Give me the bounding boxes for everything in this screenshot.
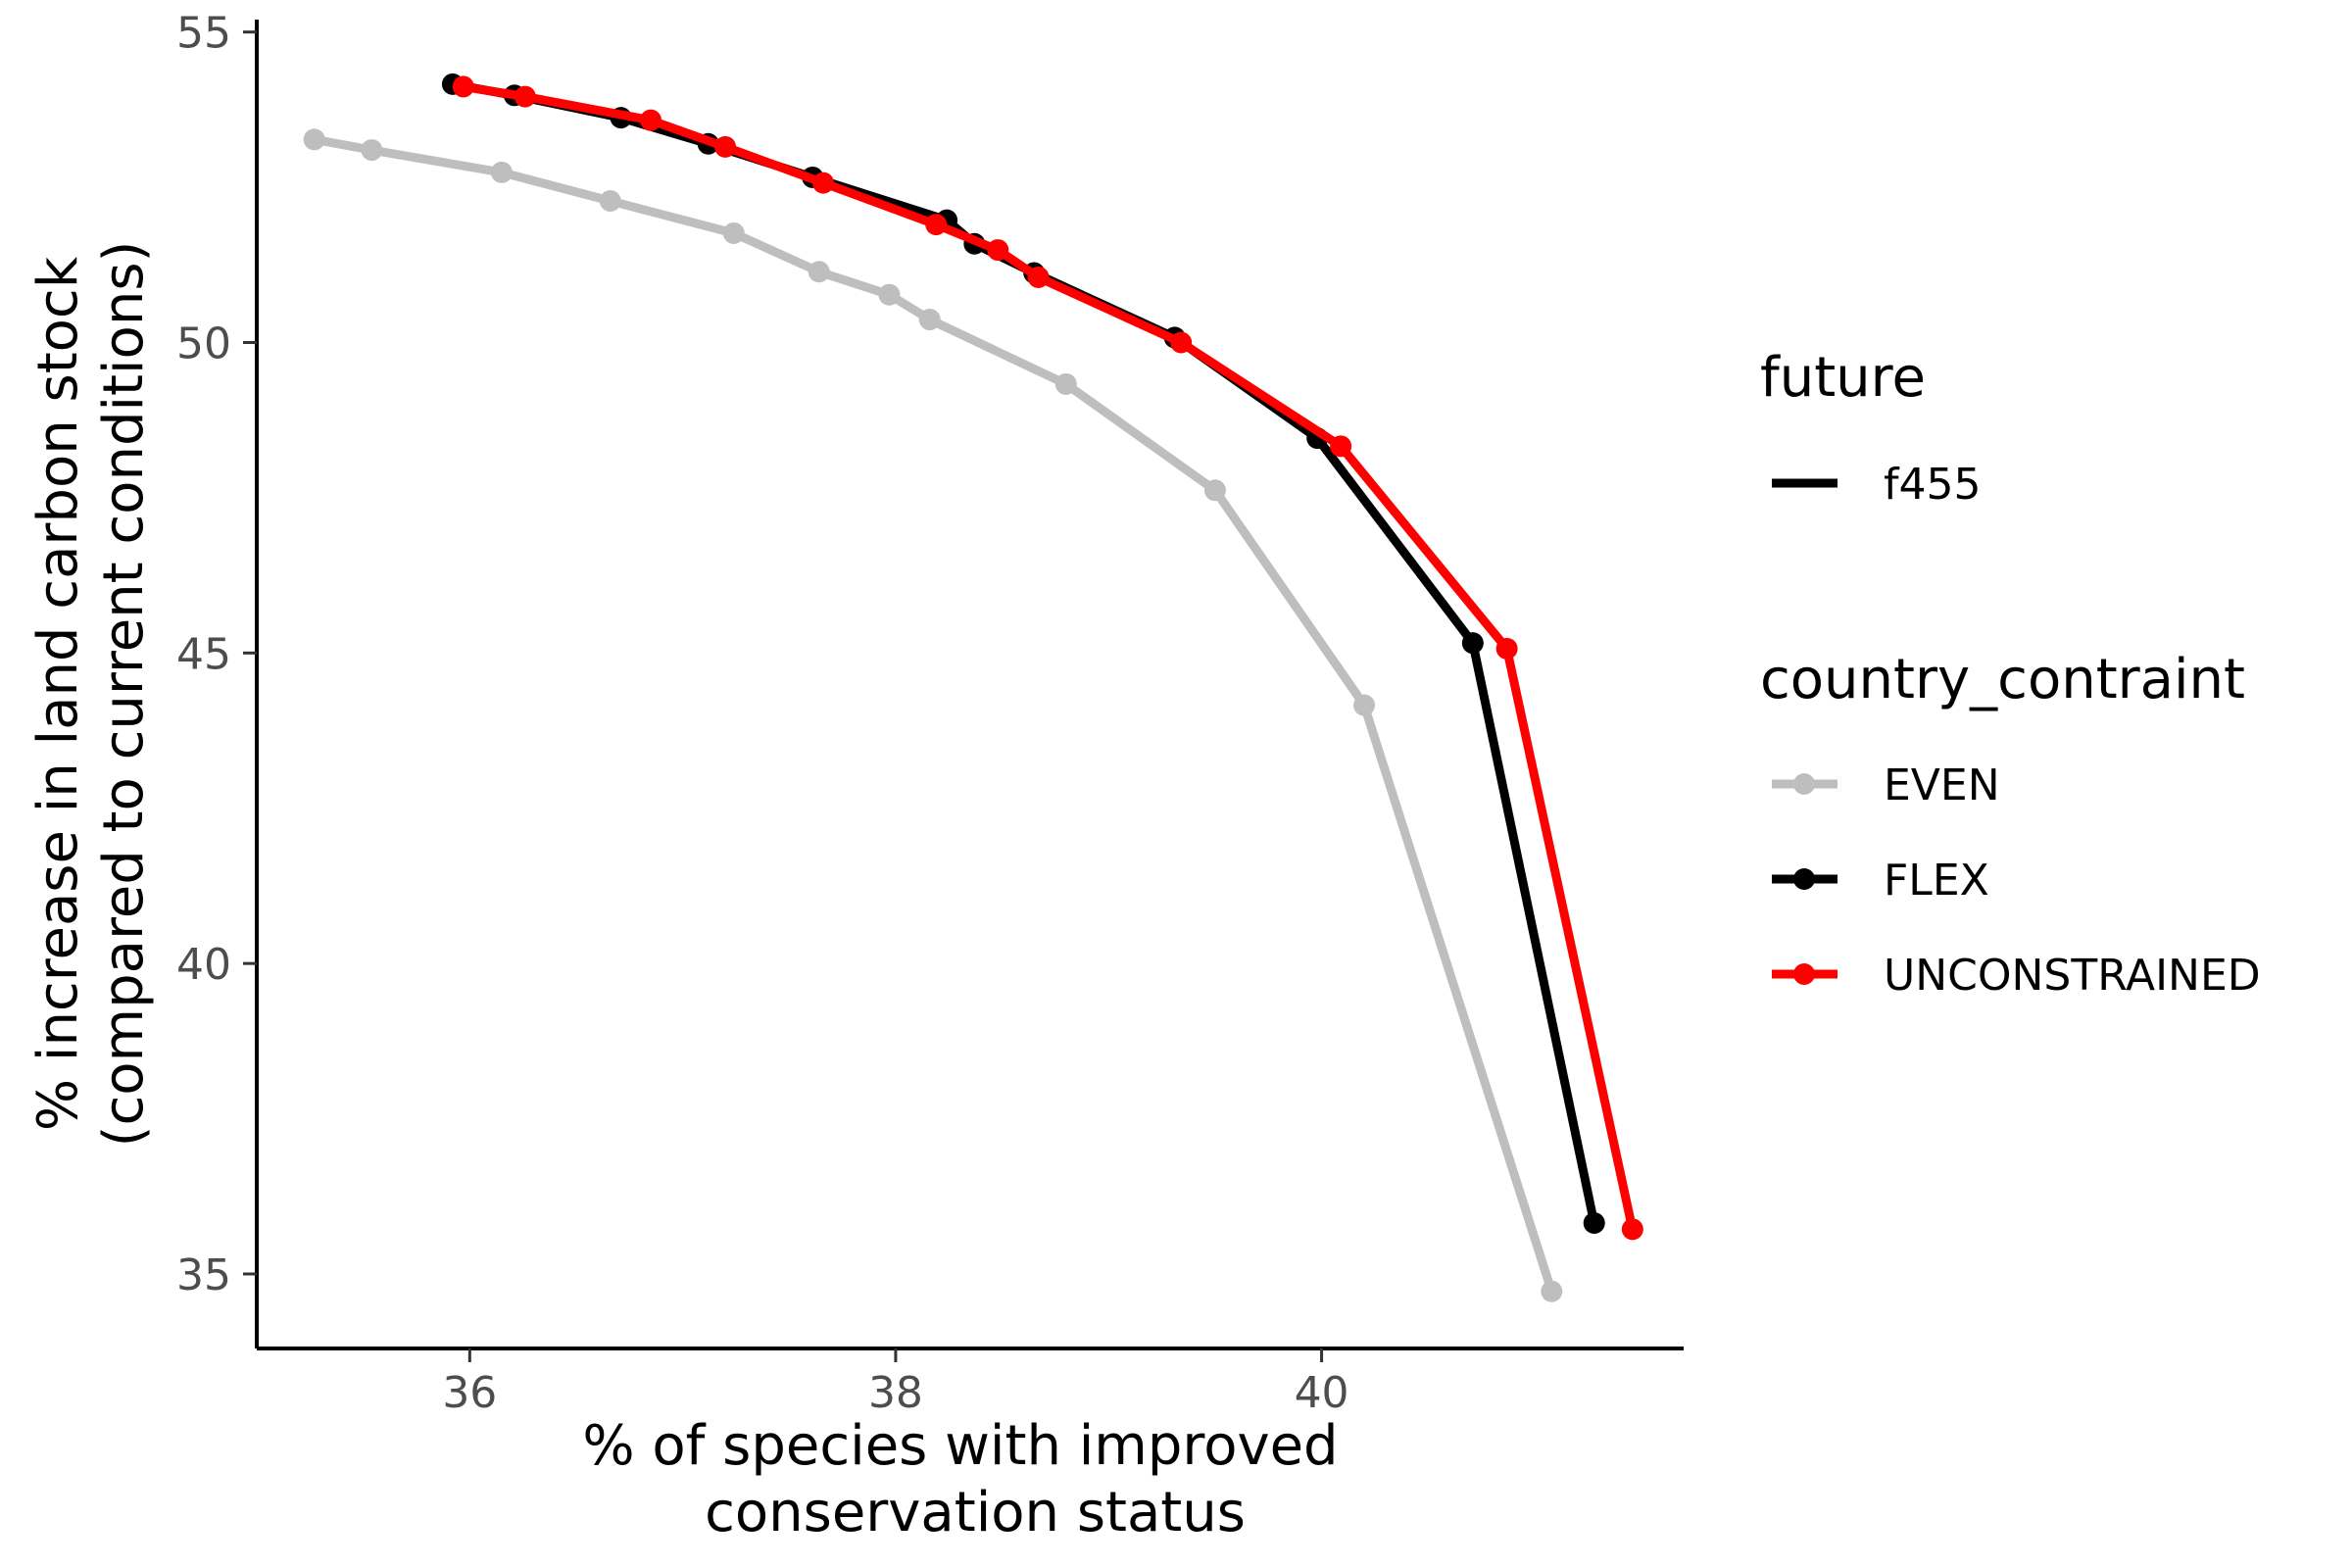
x-tick-label-36: 36 [442,1368,497,1418]
data-point-unconstrained-1 [514,85,536,108]
data-point-even-8 [1054,372,1077,395]
x-tick-label-38: 38 [868,1368,923,1418]
legend-label-even: EVEN [1884,760,2000,810]
data-point-unconstrained-2 [640,109,662,131]
data-point-unconstrained-9 [1330,435,1352,458]
data-point-even-7 [918,309,941,331]
legend-title-country-contraint: country_contraint [1760,648,2245,711]
legend-key-even-point [1793,773,1815,795]
series-line-flex [452,79,1599,1224]
data-point-unconstrained-6 [987,239,1009,262]
data-point-unconstrained-3 [714,135,737,158]
series-unconstrained [452,75,1643,1241]
y-tick-label-40: 40 [176,940,231,990]
x-axis-label-line-2: conservation status [705,1481,1246,1544]
data-point-even-11 [1541,1280,1563,1302]
legend-label-flex: FLEX [1884,856,1989,906]
data-point-unconstrained-5 [925,214,948,236]
legend: future f455 country_contraint EVEN FLEX … [1760,346,2261,1001]
legend-title-future: future [1760,346,1926,410]
data-point-unconstrained-10 [1495,637,1518,660]
data-point-unconstrained-4 [812,172,835,194]
legend-label-unconstrained: UNCONSTRAINED [1884,951,2261,1001]
data-point-unconstrained-11 [1621,1218,1643,1241]
y-tick-label-55: 55 [176,9,231,59]
data-point-even-3 [599,190,621,213]
data-point-even-0 [303,128,325,151]
axes-layer [255,20,1684,1350]
y-axis-label-line-1: % increase in land carbon stock [26,256,90,1131]
legend-label-f455: f455 [1884,460,1981,510]
series-line-unconstrained [463,81,1638,1231]
data-point-flex-10 [1461,632,1484,655]
data-point-even-9 [1203,479,1226,502]
y-tick-label-35: 35 [176,1250,231,1300]
y-axis-label-line-2: (compared to current conditions) [92,241,156,1148]
y-tick-label-50: 50 [176,318,231,368]
series-layer [303,73,1643,1302]
x-axis-label-line-1: % of species with improved [582,1414,1338,1478]
data-point-even-2 [490,161,513,183]
data-point-unconstrained-0 [452,75,474,98]
data-point-flex-11 [1583,1212,1605,1235]
series-even [303,128,1563,1302]
data-point-even-6 [878,283,901,306]
series-flex [441,73,1605,1235]
ticks-layer: 36 38 40 35 40 45 50 55 [176,9,1349,1418]
series-line-even [313,134,1556,1294]
data-point-even-10 [1353,694,1376,716]
data-point-unconstrained-7 [1027,266,1050,288]
data-point-even-4 [722,221,745,244]
data-point-even-1 [361,139,383,162]
data-point-even-5 [808,261,830,283]
data-point-unconstrained-8 [1170,331,1193,354]
y-tick-label-45: 45 [176,629,231,679]
legend-key-unconstrained-point [1793,963,1815,985]
legend-key-flex-point [1793,868,1815,890]
x-tick-label-40: 40 [1295,1368,1349,1418]
